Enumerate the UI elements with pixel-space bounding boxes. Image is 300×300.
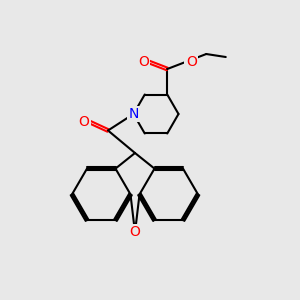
Text: O: O: [186, 55, 197, 68]
Text: N: N: [128, 107, 139, 121]
Text: O: O: [79, 115, 89, 128]
Text: O: O: [130, 226, 140, 239]
Text: O: O: [138, 55, 149, 68]
